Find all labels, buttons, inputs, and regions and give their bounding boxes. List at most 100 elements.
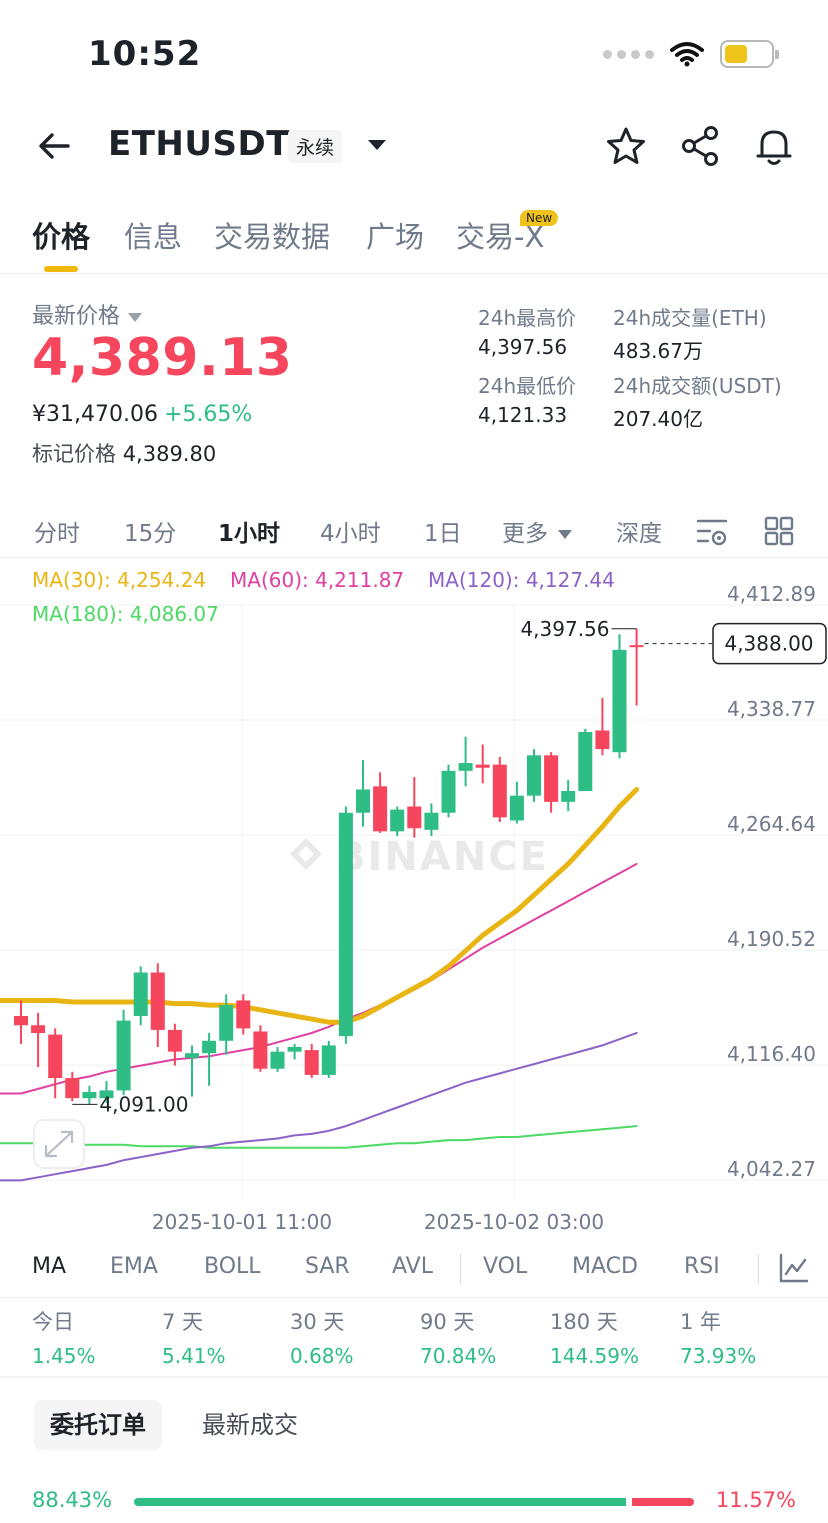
indicator-separator — [758, 1254, 759, 1284]
interval-timeline[interactable]: 分时 — [34, 521, 80, 547]
indicator-separator — [460, 1254, 461, 1284]
perf-90d-value: 70.84% — [420, 1344, 497, 1368]
legend-ma180: MA(180): 4,086.07 — [32, 602, 219, 626]
indicator-chart-icon[interactable] — [778, 1252, 810, 1284]
candlestick-chart[interactable]: MA(30): 4,254.24 MA(60): 4,211.87 MA(120… — [0, 560, 828, 1240]
candle-body — [236, 1000, 251, 1029]
candle-body — [492, 764, 507, 818]
y-tick-label: 4,190.52 — [727, 927, 816, 951]
x-tick-label: 2025-10-01 11:00 — [152, 1210, 332, 1234]
symbol-dropdown-caret-icon[interactable] — [366, 138, 388, 152]
high-marker-label: 4,397.56 — [520, 617, 609, 641]
candle-body — [407, 806, 422, 829]
legend-ma60: MA(60): 4,211.87 — [230, 568, 405, 592]
latest-price-selector[interactable]: 最新价格 — [32, 298, 452, 330]
candle-body — [82, 1091, 97, 1099]
indicator-rsi[interactable]: RSI — [684, 1254, 720, 1279]
last-price: 4,389.13 — [32, 328, 293, 388]
perf-today-label: 今日 — [32, 1310, 74, 1334]
depth-tab[interactable]: 深度 — [616, 521, 662, 547]
stat-high: 24h最高价 4,397.56 — [478, 302, 576, 359]
more-caret-icon — [558, 530, 572, 539]
candle-body — [287, 1046, 302, 1052]
tab-info[interactable]: 信息 — [124, 220, 183, 254]
tab-order-book[interactable]: 委托订单 — [34, 1400, 162, 1450]
x-tick-label: 2025-10-02 03:00 — [424, 1210, 604, 1234]
cny-price: ¥31,470.06 — [32, 402, 158, 427]
stat-volume-base: 24h成交量(ETH) 483.67万 — [613, 302, 767, 364]
perf-7d-value: 5.41% — [162, 1344, 226, 1368]
candle-body — [133, 972, 148, 1016]
indicator-ma[interactable]: MA — [32, 1254, 67, 1279]
candle-body — [270, 1051, 285, 1069]
perf-1y-value: 73.93% — [680, 1344, 757, 1368]
low-marker-label: 4,091.00 — [99, 1092, 188, 1116]
candle-body — [116, 1020, 131, 1091]
tab-recent-trades[interactable]: 最新成交 — [202, 1411, 298, 1439]
perf-30d-label: 30 天 — [290, 1310, 345, 1334]
perf-7d-label: 7 天 — [162, 1310, 204, 1334]
change-percent: +5.65% — [163, 402, 253, 427]
candle-body — [544, 755, 559, 802]
interval-1d[interactable]: 1日 — [424, 521, 462, 547]
perf-180d-label: 180 天 — [550, 1310, 618, 1334]
interval-4h[interactable]: 4小时 — [320, 521, 381, 547]
stat-volume-base-label: 24h成交量(ETH) — [613, 306, 767, 330]
chart-canvas[interactable]: 4,412.89 4,338.77 4,264.64 4,190.52 4,116.40… — [0, 560, 828, 1240]
candle-body — [99, 1090, 114, 1099]
stat-low-label: 24h最低价 — [478, 374, 577, 398]
candle-body — [150, 972, 165, 1030]
sell-ratio-bar — [632, 1498, 694, 1506]
candle-body — [458, 763, 473, 771]
chart-settings-icon[interactable] — [696, 516, 730, 548]
perf-30d-value: 0.68% — [290, 1344, 354, 1368]
section-divider — [0, 1376, 828, 1378]
tab-square[interactable]: 广场 — [366, 220, 425, 254]
wifi-icon — [670, 42, 704, 67]
candle-body — [48, 1034, 63, 1079]
indicator-ema[interactable]: EMA — [110, 1254, 158, 1279]
indicator-boll[interactable]: BOLL — [204, 1254, 261, 1279]
bell-icon[interactable] — [752, 124, 796, 168]
tab-price[interactable]: 价格 — [32, 220, 91, 254]
battery-icon — [720, 40, 779, 68]
y-tick-label: 4,412.89 — [727, 582, 816, 606]
y-tick-label: 4,116.40 — [727, 1042, 816, 1066]
header: ETHUSDT 永续 — [0, 118, 828, 174]
candle-body — [253, 1031, 268, 1069]
candle-body — [578, 732, 593, 792]
indicator-sar[interactable]: SAR — [305, 1254, 350, 1279]
indicator-macd[interactable]: MACD — [572, 1254, 638, 1279]
watermark-text: BINANCE — [335, 834, 549, 880]
candle-body — [338, 812, 353, 1037]
indicator-avl[interactable]: AVL — [392, 1254, 433, 1279]
interval-15m[interactable]: 15分 — [124, 521, 177, 547]
sell-ratio: 11.57% — [715, 1488, 796, 1512]
candle-body — [321, 1045, 336, 1075]
candle-body — [167, 1029, 182, 1052]
candle-body — [65, 1078, 80, 1099]
candle-body — [475, 764, 490, 768]
order-tabs: 委托订单 最新成交 — [0, 1400, 828, 1452]
tab-trading-data[interactable]: 交易数据 — [214, 220, 331, 254]
candle-body — [629, 645, 644, 648]
share-icon[interactable] — [678, 124, 722, 168]
indicator-vol[interactable]: VOL — [483, 1254, 528, 1279]
grid-layout-icon[interactable] — [764, 516, 794, 546]
back-arrow-icon[interactable] — [34, 126, 74, 166]
contract-type-badge: 永续 — [288, 130, 343, 163]
candle-body — [356, 789, 370, 813]
buy-ratio-bar — [134, 1498, 626, 1506]
stat-high-value: 4,397.56 — [478, 335, 568, 359]
perf-7d: 7 天 5.41% — [162, 1306, 226, 1368]
interval-more[interactable]: 更多 — [502, 514, 572, 548]
perf-today-value: 1.45% — [32, 1344, 96, 1368]
stat-volume-quote-label: 24h成交额(USDT) — [613, 374, 782, 398]
perf-90d-label: 90 天 — [420, 1310, 475, 1334]
expand-chart-icon[interactable] — [33, 1119, 85, 1169]
y-tick-label: 4,042.27 — [727, 1157, 816, 1181]
perf-180d: 180 天 144.59% — [550, 1306, 639, 1368]
interval-1h[interactable]: 1小时 — [218, 521, 281, 547]
star-icon[interactable] — [604, 124, 648, 168]
symbol-title[interactable]: ETHUSDT — [108, 124, 290, 164]
